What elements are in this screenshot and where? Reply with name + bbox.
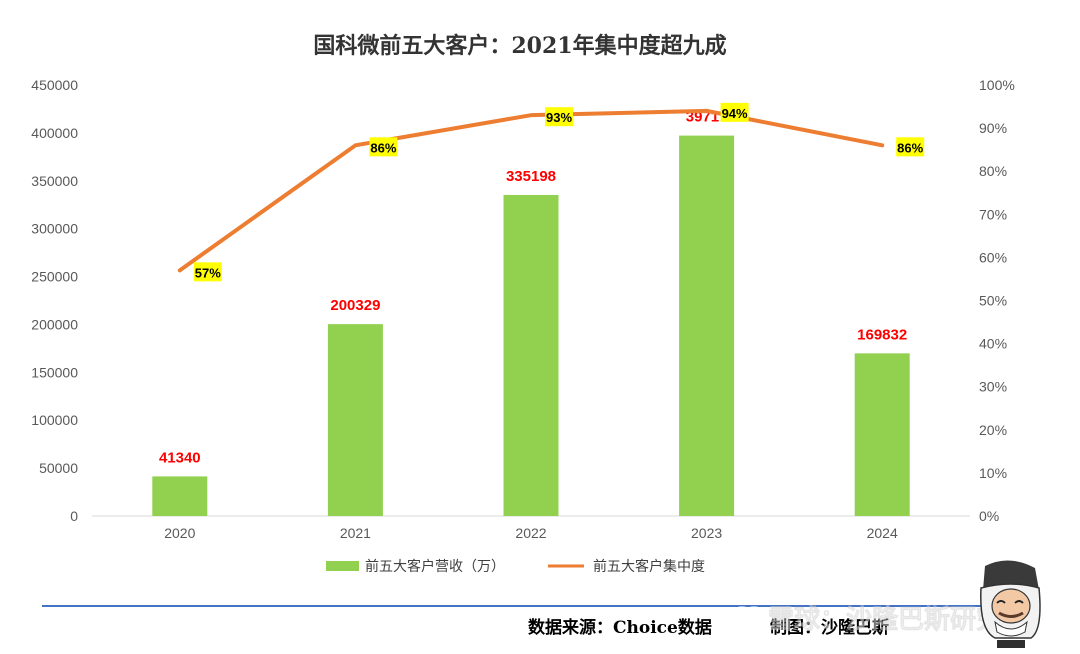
right-axis-tick-label: 30% [979, 379, 1007, 395]
x-axis-tick-label: 2022 [515, 525, 546, 541]
left-axis-tick-label: 250000 [31, 269, 78, 285]
right-axis-tick-label: 80% [979, 163, 1007, 179]
right-axis-tick-label: 90% [979, 120, 1007, 136]
right-axis-tick-label: 0% [979, 508, 999, 524]
watermark-text: 雪球：沙隆巴斯研究 [768, 604, 1002, 635]
bar [503, 194, 559, 516]
right-axis-tick-label: 40% [979, 336, 1007, 352]
mascot-icon [980, 560, 1041, 648]
line-value-label: 86% [369, 137, 398, 157]
left-axis-tick-label: 50000 [39, 460, 78, 476]
right-axis-tick-label: 100% [979, 77, 1015, 93]
bar-value-label: 200329 [330, 297, 380, 314]
legend-bar-label: 前五大客户营收（万） [365, 558, 505, 575]
left-y-axis: 450000 400000 350000 300000 250000 200000 1500… [31, 77, 78, 524]
left-axis-tick-label: 450000 [31, 77, 78, 93]
bar-value-label: 169832 [857, 326, 907, 343]
right-axis-tick-label: 20% [979, 422, 1007, 438]
line-label-highlight [545, 107, 573, 127]
x-axis-tick-label: 2024 [867, 525, 898, 541]
line-label-highlight [193, 262, 222, 282]
line-label-text: 86% [370, 140, 396, 155]
bar [327, 324, 383, 516]
x-axis-tick-label: 2020 [164, 525, 195, 541]
chart-title: 国科微前五大客户：2021年集中度超九成 [313, 33, 726, 59]
right-axis-tick-label: 60% [979, 249, 1007, 265]
legend-bar-swatch [326, 561, 359, 571]
bar-value-label: 335198 [506, 168, 556, 185]
line-path [177, 108, 885, 273]
line-label-text: 57% [195, 265, 221, 280]
left-axis-tick-label: 400000 [31, 125, 78, 141]
line-label-text: 93% [546, 110, 572, 125]
left-axis-tick-label: 150000 [31, 364, 78, 380]
right-axis-tick-label: 70% [979, 206, 1007, 222]
line-series [177, 108, 885, 273]
right-y-axis: 100% 90% 80% 70% 60% 50% 40% 30% 20% 10% 0% [979, 77, 1015, 524]
left-axis-tick-label: 0 [70, 508, 78, 524]
left-axis-tick-label: 100000 [31, 412, 78, 428]
left-axis-tick-label: 200000 [31, 316, 78, 332]
bar [854, 353, 910, 516]
legend-line-label: 前五大客户集中度 [593, 558, 705, 575]
line-value-label: 57% [193, 262, 222, 282]
line-value-label: 94% [720, 102, 749, 122]
left-axis-tick-label: 350000 [31, 173, 78, 189]
source-note: 数据来源：Choice数据 [528, 617, 712, 638]
line-label-highlight [720, 102, 749, 122]
left-axis-tick-label: 300000 [31, 221, 78, 237]
line-value-label: 93% [545, 107, 573, 127]
x-axis-tick-label: 2021 [340, 525, 371, 541]
line-label-text: 94% [722, 106, 748, 121]
line-value-labels: 57% 86% 93% 94% 86% [193, 102, 925, 282]
line-value-label: 86% [896, 137, 925, 157]
line-label-highlight [369, 137, 398, 157]
watermark: 雪球：沙隆巴斯研究 [732, 604, 1002, 635]
bar [679, 135, 735, 516]
bar-value-label: 41340 [159, 449, 201, 466]
right-axis-tick-label: 50% [979, 293, 1007, 309]
line-label-text: 86% [897, 140, 923, 155]
watermark-logo-icon [732, 606, 764, 626]
author-note: 制图：沙隆巴斯 [770, 617, 889, 638]
bar [152, 476, 208, 516]
legend: 前五大客户营收（万） 前五大客户集中度 [326, 558, 705, 575]
x-axis-tick-label: 2023 [691, 525, 722, 541]
line-label-highlight [896, 137, 925, 157]
right-axis-tick-label: 10% [979, 465, 1007, 481]
bar-series [152, 135, 910, 516]
x-axis: 2020 2021 2022 2023 2024 [164, 525, 898, 541]
